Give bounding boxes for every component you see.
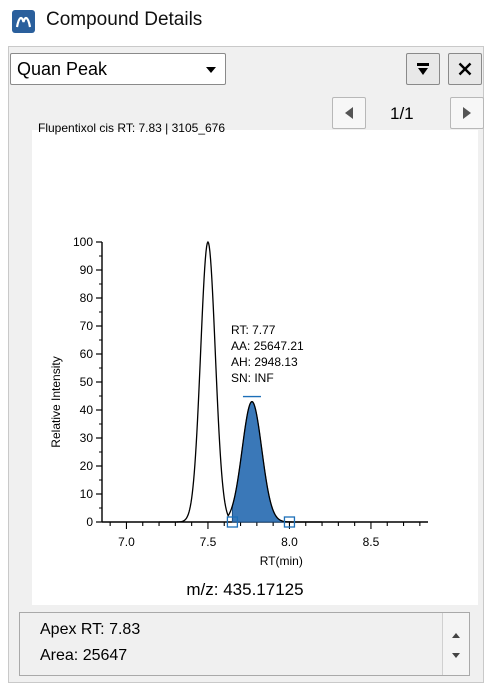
x-tick-label: 8.0 [281, 535, 298, 549]
y-tick-label: 90 [80, 263, 94, 277]
peak-annotation-line: RT: 7.77 [231, 323, 276, 337]
logo-glyph [15, 16, 32, 28]
triangle-right-icon [463, 107, 471, 119]
triangle-left-icon [345, 107, 353, 119]
x-tick-label: 7.0 [118, 535, 135, 549]
scroll-up-icon [452, 633, 460, 638]
y-tick-label: 70 [80, 319, 94, 333]
scroll-arrows [452, 633, 460, 658]
y-tick-label: 40 [80, 403, 94, 417]
peak-end-marker [283, 516, 296, 528]
chevron-down-icon [206, 67, 216, 73]
view-select-value: Quan Peak [17, 59, 108, 79]
x-axis-label: RT(min) [260, 554, 303, 568]
pin-button[interactable] [406, 53, 440, 85]
mz-label: m/z: 435.17125 [186, 580, 304, 599]
next-page-button[interactable] [450, 97, 484, 129]
y-tick-label: 20 [80, 459, 94, 473]
y-tick-label: 60 [80, 347, 94, 361]
y-tick-label: 0 [86, 515, 93, 529]
app-logo-icon [12, 10, 35, 33]
apex-rt-text: Apex RT: 7.83 [40, 621, 141, 638]
y-tick-label: 10 [80, 487, 94, 501]
window-title: Compound Details [46, 9, 203, 30]
info-scrollbar[interactable] [442, 613, 469, 675]
close-icon [458, 62, 472, 76]
compound-info-box: Apex RT: 7.83 Area: 25647 [19, 612, 470, 676]
y-tick-label: 30 [80, 431, 94, 445]
y-axis-label: Relative Intensity [49, 356, 63, 447]
area-text: Area: 25647 [40, 647, 128, 664]
pin-down-icon [417, 63, 429, 75]
peak-start-marker [226, 516, 239, 528]
x-tick-label: 8.5 [363, 535, 380, 549]
view-select-dropdown[interactable]: Quan Peak [10, 53, 226, 85]
previous-page-button[interactable] [332, 97, 366, 129]
peak-annotation-line: AH: 2948.13 [231, 355, 298, 369]
scroll-down-icon [452, 653, 460, 658]
x-tick-label: 7.5 [200, 535, 217, 549]
y-tick-label: 50 [80, 375, 94, 389]
y-tick-label: 100 [73, 235, 93, 249]
title-bar: Compound Details [0, 0, 490, 44]
page-indicator: 1/1 [390, 104, 414, 123]
peak-annotation-line: AA: 25647.21 [231, 339, 304, 353]
chart-title: Flupentixol cis RT: 7.83 | 3105_676 [38, 121, 226, 135]
peak-annotation-line: SN: INF [231, 371, 274, 385]
close-button[interactable] [448, 53, 482, 85]
y-tick-label: 80 [80, 291, 94, 305]
